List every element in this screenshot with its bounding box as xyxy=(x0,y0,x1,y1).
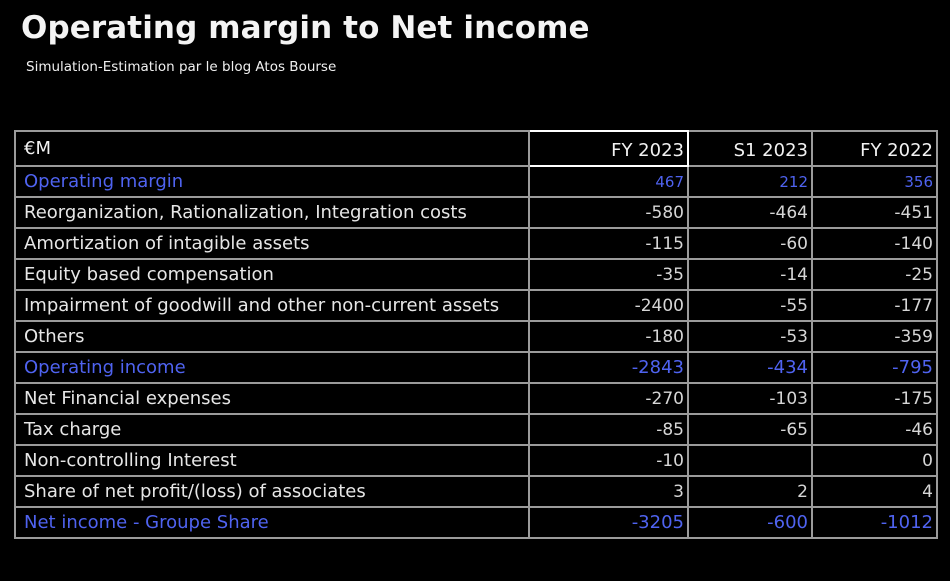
table-row: Others -180 -53 -359 xyxy=(14,320,938,353)
row-label[interactable]: Operating margin xyxy=(14,165,530,198)
row-value-fy2022[interactable]: 356 xyxy=(811,165,938,198)
row-value-fy2023[interactable]: 467 xyxy=(528,165,689,198)
row-value-s12023[interactable]: 2 xyxy=(687,475,813,508)
table-row: Operating margin 467 212 356 xyxy=(14,165,938,198)
income-table: €M FY 2023 S1 2023 FY 2022 Operating mar… xyxy=(14,130,938,539)
row-value-s12023[interactable]: -53 xyxy=(687,320,813,353)
row-label[interactable]: Impairment of goodwill and other non-cur… xyxy=(14,289,530,322)
table-row: Share of net profit/(loss) of associates… xyxy=(14,475,938,508)
row-value-fy2023[interactable]: -3205 xyxy=(528,506,689,539)
row-value-s12023[interactable]: -14 xyxy=(687,258,813,291)
row-value-fy2023[interactable]: -2843 xyxy=(528,351,689,384)
row-value-s12023[interactable]: -434 xyxy=(687,351,813,384)
row-value-fy2022[interactable]: -1012 xyxy=(811,506,938,539)
row-value-fy2023[interactable]: -2400 xyxy=(528,289,689,322)
row-value-fy2023[interactable]: -580 xyxy=(528,196,689,229)
row-value-fy2023[interactable]: -10 xyxy=(528,444,689,477)
row-value-s12023[interactable]: -103 xyxy=(687,382,813,415)
row-value-s12023[interactable]: 212 xyxy=(687,165,813,198)
row-label[interactable]: Net income - Groupe Share xyxy=(14,506,530,539)
row-value-fy2022[interactable]: 4 xyxy=(811,475,938,508)
table-row: Net Financial expenses -270 -103 -175 xyxy=(14,382,938,415)
row-value-fy2022[interactable]: 0 xyxy=(811,444,938,477)
header-fy2023[interactable]: FY 2023 xyxy=(528,130,689,167)
row-value-fy2022[interactable]: -795 xyxy=(811,351,938,384)
table-row: Equity based compensation -35 -14 -25 xyxy=(14,258,938,291)
row-label[interactable]: Tax charge xyxy=(14,413,530,446)
row-value-fy2022[interactable]: -359 xyxy=(811,320,938,353)
row-value-fy2023[interactable]: -270 xyxy=(528,382,689,415)
row-value-s12023[interactable]: -60 xyxy=(687,227,813,260)
row-value-fy2022[interactable]: -175 xyxy=(811,382,938,415)
page-subtitle: Simulation-Estimation par le blog Atos B… xyxy=(26,59,337,75)
row-value-s12023[interactable] xyxy=(687,444,813,477)
row-label[interactable]: Operating income xyxy=(14,351,530,384)
row-value-fy2023[interactable]: -180 xyxy=(528,320,689,353)
row-label[interactable]: Reorganization, Rationalization, Integra… xyxy=(14,196,530,229)
table-row: Tax charge -85 -65 -46 xyxy=(14,413,938,446)
header-unit: €M xyxy=(14,130,530,167)
row-value-fy2023[interactable]: -35 xyxy=(528,258,689,291)
row-value-fy2022[interactable]: -177 xyxy=(811,289,938,322)
row-value-s12023[interactable]: -65 xyxy=(687,413,813,446)
page-title: Operating margin to Net income xyxy=(21,10,590,46)
row-value-fy2023[interactable]: 3 xyxy=(528,475,689,508)
header-s12023[interactable]: S1 2023 xyxy=(687,130,813,167)
table-row: Non-controlling Interest -10 0 xyxy=(14,444,938,477)
row-label[interactable]: Share of net profit/(loss) of associates xyxy=(14,475,530,508)
table-row: Impairment of goodwill and other non-cur… xyxy=(14,289,938,322)
row-value-s12023[interactable]: -464 xyxy=(687,196,813,229)
table-header-row: €M FY 2023 S1 2023 FY 2022 xyxy=(14,130,938,167)
row-label[interactable]: Non-controlling Interest xyxy=(14,444,530,477)
row-value-fy2022[interactable]: -140 xyxy=(811,227,938,260)
row-label[interactable]: Equity based compensation xyxy=(14,258,530,291)
row-value-fy2022[interactable]: -46 xyxy=(811,413,938,446)
table-row: Amortization of intagible assets -115 -60-… xyxy=(14,227,938,260)
row-label[interactable]: Net Financial expenses xyxy=(14,382,530,415)
table-row: Net income - Groupe Share -3205 -600 -1012 xyxy=(14,506,938,539)
row-value-fy2022[interactable]: -451 xyxy=(811,196,938,229)
table-row: Operating income -2843 -434 -795 xyxy=(14,351,938,384)
row-label[interactable]: Others xyxy=(14,320,530,353)
row-value-s12023[interactable]: -600 xyxy=(687,506,813,539)
row-label[interactable]: Amortization of intagible assets xyxy=(14,227,530,260)
row-value-s12023[interactable]: -55 xyxy=(687,289,813,322)
row-value-fy2023[interactable]: -115 xyxy=(528,227,689,260)
header-fy2022[interactable]: FY 2022 xyxy=(811,130,938,167)
row-value-fy2022[interactable]: -25 xyxy=(811,258,938,291)
table-row: Reorganization, Rationalization, Integra… xyxy=(14,196,938,229)
row-value-fy2023[interactable]: -85 xyxy=(528,413,689,446)
